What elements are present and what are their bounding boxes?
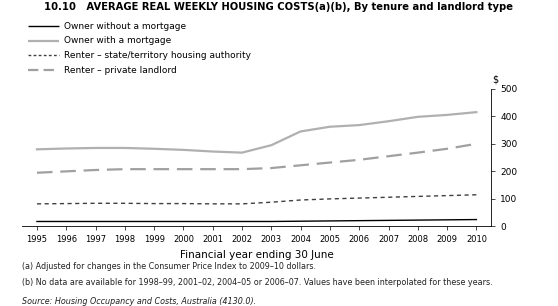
Text: Owner with a mortgage: Owner with a mortgage [64, 36, 171, 45]
Text: $: $ [493, 74, 499, 84]
Text: 10.10   AVERAGE REAL WEEKLY HOUSING COSTS(a)(b), By tenure and landlord type: 10.10 AVERAGE REAL WEEKLY HOUSING COSTS(… [45, 2, 513, 12]
Text: Source: Housing Occupancy and Costs, Australia (4130.0).: Source: Housing Occupancy and Costs, Aus… [22, 297, 257, 306]
Text: Renter – private landlord: Renter – private landlord [64, 65, 177, 75]
Text: (b) No data are available for 1998–99, 2001–02, 2004–05 or 2006–07. Values have : (b) No data are available for 1998–99, 2… [22, 278, 493, 287]
X-axis label: Financial year ending 30 June: Financial year ending 30 June [180, 250, 334, 260]
Text: Owner without a mortgage: Owner without a mortgage [64, 21, 186, 31]
Text: (a) Adjusted for changes in the Consumer Price Index to 2009–10 dollars.: (a) Adjusted for changes in the Consumer… [22, 262, 316, 271]
Text: Renter – state/territory housing authority: Renter – state/territory housing authori… [64, 51, 251, 60]
